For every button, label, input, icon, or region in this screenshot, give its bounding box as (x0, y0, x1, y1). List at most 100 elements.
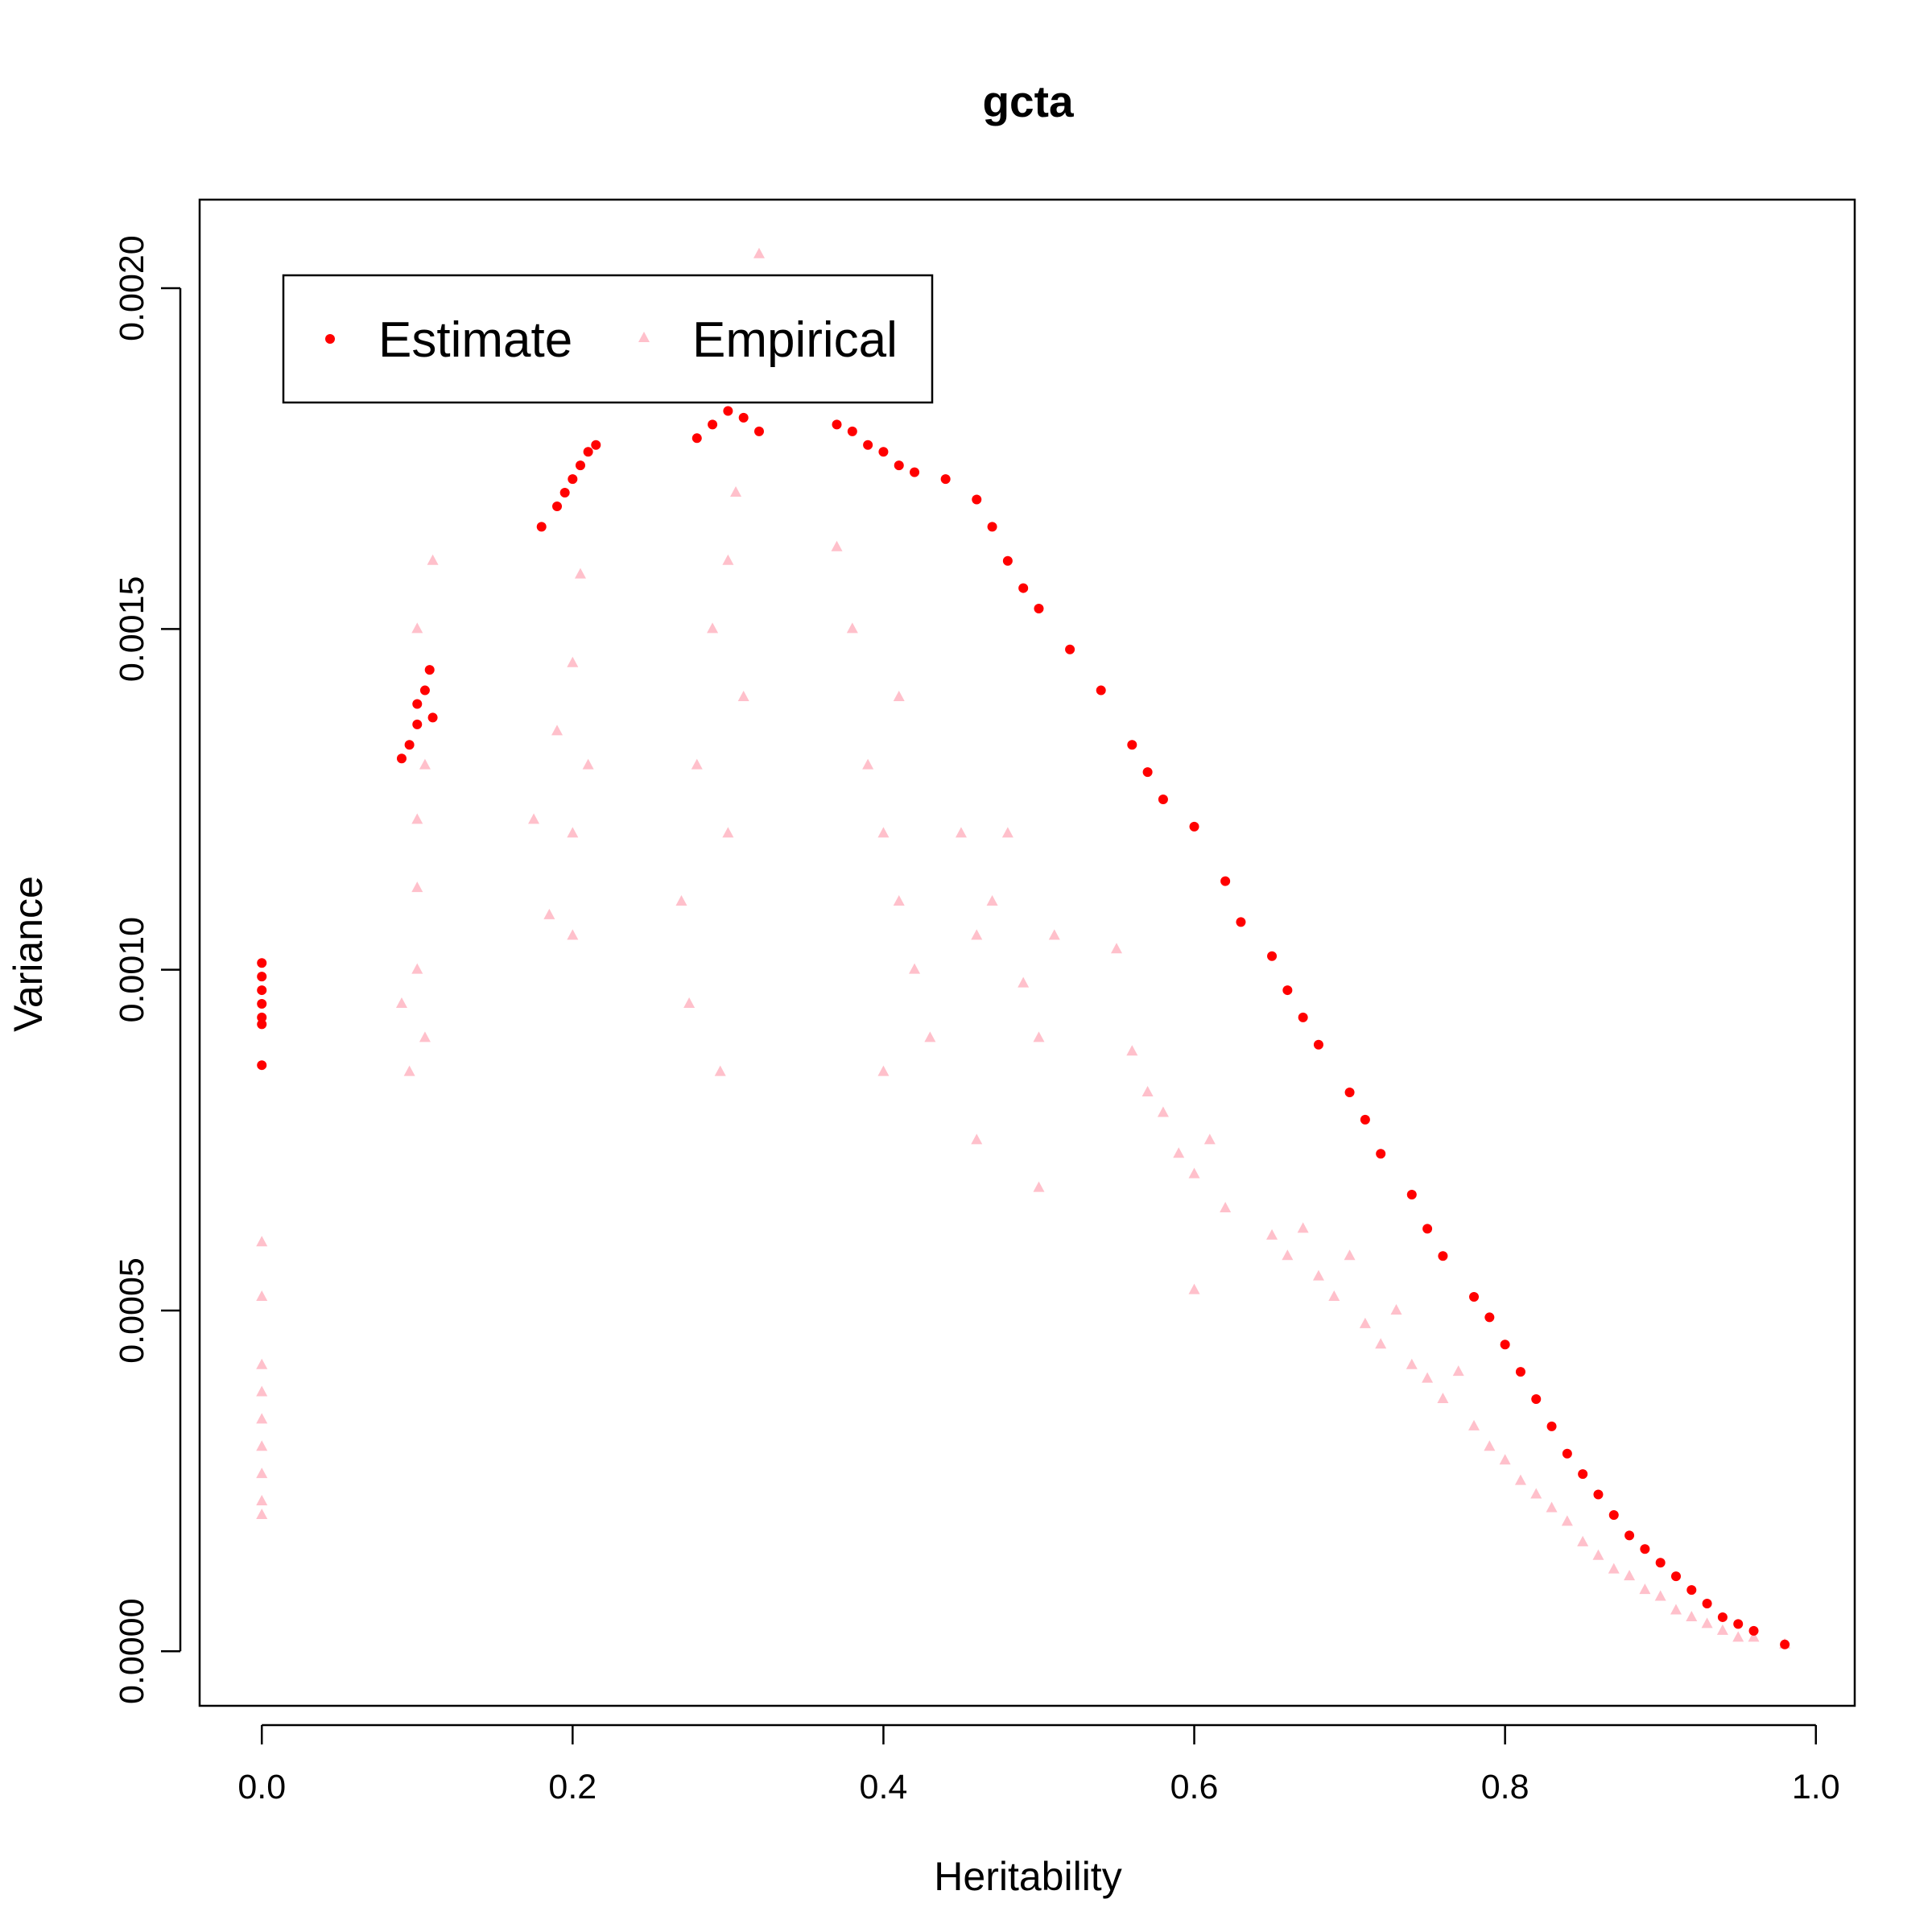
empirical-point (1437, 1393, 1449, 1404)
empirical-point (1033, 1031, 1045, 1042)
legend-estimate-label: Estimate (378, 312, 572, 368)
empirical-point (1654, 1590, 1666, 1601)
empirical-point (1561, 1515, 1573, 1526)
empirical-point (395, 997, 407, 1008)
empirical-point (1188, 1167, 1200, 1179)
y-tick-label: 0.0005 (113, 1257, 151, 1364)
estimate-point (1189, 821, 1199, 832)
empirical-point (722, 554, 734, 565)
estimate-point (1702, 1599, 1712, 1609)
empirical-point (877, 827, 890, 838)
empirical-point (256, 1508, 268, 1519)
empirical-point (1732, 1631, 1744, 1642)
x-tick-label: 0.6 (1170, 1768, 1219, 1806)
empirical-point (1157, 1106, 1169, 1117)
estimate-point (568, 474, 578, 485)
estimate-point (1717, 1612, 1728, 1622)
estimate-point (1018, 583, 1029, 593)
empirical-point (427, 554, 439, 565)
empirical-point (1344, 1249, 1356, 1261)
empirical-point (955, 827, 967, 838)
legend-estimate-marker (325, 334, 335, 344)
empirical-point (714, 1065, 726, 1076)
empirical-point (1577, 1535, 1589, 1546)
estimate-point (738, 412, 749, 423)
estimate-point (940, 474, 951, 485)
empirical-point (691, 758, 703, 770)
estimate-point (1624, 1530, 1635, 1541)
estimate-point (1127, 740, 1137, 750)
estimate-point (1313, 1039, 1323, 1050)
x-tick-label: 0.2 (548, 1768, 597, 1806)
estimate-point (424, 665, 435, 675)
estimate-point (591, 440, 601, 450)
empirical-point (1624, 1570, 1636, 1581)
estimate-point (894, 460, 904, 471)
estimate-point (1484, 1312, 1495, 1323)
estimate-point (1515, 1367, 1525, 1377)
empirical-point (971, 1133, 983, 1145)
estimate-point (1034, 603, 1044, 613)
estimate-point (1670, 1571, 1681, 1582)
empirical-point (1375, 1338, 1387, 1349)
estimate-point (1158, 795, 1168, 805)
estimate-point (1360, 1114, 1370, 1125)
estimate-point (723, 406, 733, 416)
chart-title: gcta (982, 76, 1074, 126)
empirical-point (403, 1065, 415, 1076)
estimate-point (1406, 1190, 1417, 1200)
empirical-point (893, 895, 905, 906)
estimate-point (1562, 1448, 1572, 1459)
estimate-point (1220, 876, 1231, 886)
estimate-point (1469, 1292, 1480, 1302)
empirical-point (846, 622, 858, 634)
estimate-point (1733, 1619, 1744, 1629)
empirical-point (1033, 1181, 1045, 1192)
empirical-point (1530, 1488, 1542, 1499)
empirical-point (1406, 1358, 1418, 1369)
estimate-point (552, 501, 563, 511)
estimate-series (257, 406, 1790, 1649)
empirical-point (256, 1236, 268, 1247)
empirical-point (256, 1358, 268, 1369)
empirical-point (1608, 1563, 1620, 1574)
empirical-point (1188, 1283, 1200, 1294)
estimate-point (1608, 1509, 1619, 1520)
empirical-point (909, 963, 921, 974)
empirical-point (1111, 943, 1123, 954)
estimate-point (419, 685, 430, 696)
empirical-point (1266, 1228, 1278, 1240)
empirical-point (1141, 1086, 1154, 1097)
empirical-point (1499, 1454, 1511, 1465)
empirical-point (567, 929, 579, 940)
empirical-point (707, 622, 719, 634)
empirical-point (1546, 1501, 1558, 1513)
empirical-point (543, 908, 555, 919)
empirical-point (722, 827, 734, 838)
empirical-point (411, 963, 423, 974)
y-tick-label: 0.0000 (113, 1599, 151, 1705)
empirical-point (1452, 1365, 1464, 1377)
estimate-point (257, 972, 267, 982)
empirical-point (1716, 1624, 1728, 1635)
estimate-point (987, 522, 997, 532)
estimate-point (847, 426, 857, 436)
empirical-point (256, 1413, 268, 1424)
empirical-point (419, 758, 431, 770)
empirical-point (1173, 1147, 1185, 1158)
estimate-point (257, 985, 267, 996)
estimate-point (1096, 685, 1106, 696)
estimate-point (708, 419, 718, 430)
estimate-point (878, 447, 889, 457)
estimate-point (1640, 1544, 1650, 1554)
estimate-point (257, 998, 267, 1009)
estimate-point (404, 740, 415, 750)
estimate-point (427, 712, 438, 723)
estimate-point (1780, 1639, 1790, 1649)
estimate-point (1686, 1585, 1697, 1596)
empirical-point (683, 997, 696, 1008)
empirical-point (1203, 1133, 1216, 1145)
y-axis-label: Variance (6, 876, 51, 1032)
estimate-point (1422, 1224, 1433, 1234)
y-tick-label: 0.0010 (113, 917, 151, 1023)
